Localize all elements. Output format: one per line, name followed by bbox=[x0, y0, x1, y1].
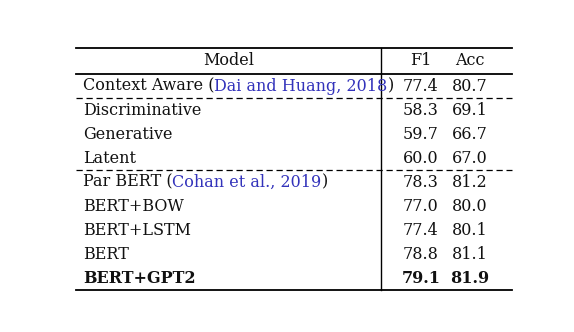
Text: F1: F1 bbox=[410, 52, 432, 69]
Text: BERT+GPT2: BERT+GPT2 bbox=[83, 270, 196, 287]
Text: 69.1: 69.1 bbox=[452, 102, 488, 119]
Text: Generative: Generative bbox=[83, 126, 172, 143]
Text: Cohan et al., 2019: Cohan et al., 2019 bbox=[173, 174, 322, 191]
Text: 81.9: 81.9 bbox=[451, 270, 490, 287]
Text: Par BERT (: Par BERT ( bbox=[83, 174, 173, 191]
Text: ): ) bbox=[387, 78, 394, 95]
Text: 77.4: 77.4 bbox=[403, 78, 439, 95]
Text: Latent: Latent bbox=[83, 150, 136, 167]
Text: 58.3: 58.3 bbox=[403, 102, 439, 119]
Text: BERT: BERT bbox=[83, 246, 129, 263]
Text: 81.2: 81.2 bbox=[452, 174, 488, 191]
Text: 80.0: 80.0 bbox=[452, 198, 488, 215]
Text: 80.7: 80.7 bbox=[452, 78, 488, 95]
Text: 81.1: 81.1 bbox=[452, 246, 488, 263]
Text: Context Aware (: Context Aware ( bbox=[83, 78, 214, 95]
Text: 77.0: 77.0 bbox=[403, 198, 439, 215]
Text: 79.1: 79.1 bbox=[401, 270, 440, 287]
Text: 67.0: 67.0 bbox=[452, 150, 488, 167]
Text: Acc: Acc bbox=[455, 52, 484, 69]
Text: ): ) bbox=[322, 174, 328, 191]
Text: 78.3: 78.3 bbox=[403, 174, 439, 191]
Text: 80.1: 80.1 bbox=[452, 222, 488, 239]
Text: 78.8: 78.8 bbox=[403, 246, 439, 263]
Text: 66.7: 66.7 bbox=[452, 126, 488, 143]
Text: Model: Model bbox=[203, 52, 254, 69]
Text: BERT+BOW: BERT+BOW bbox=[83, 198, 184, 215]
Text: 59.7: 59.7 bbox=[403, 126, 439, 143]
Text: BERT+LSTM: BERT+LSTM bbox=[83, 222, 191, 239]
Text: Discriminative: Discriminative bbox=[83, 102, 201, 119]
Text: Dai and Huang, 2018: Dai and Huang, 2018 bbox=[214, 78, 387, 95]
Text: 77.4: 77.4 bbox=[403, 222, 439, 239]
Text: 60.0: 60.0 bbox=[403, 150, 439, 167]
